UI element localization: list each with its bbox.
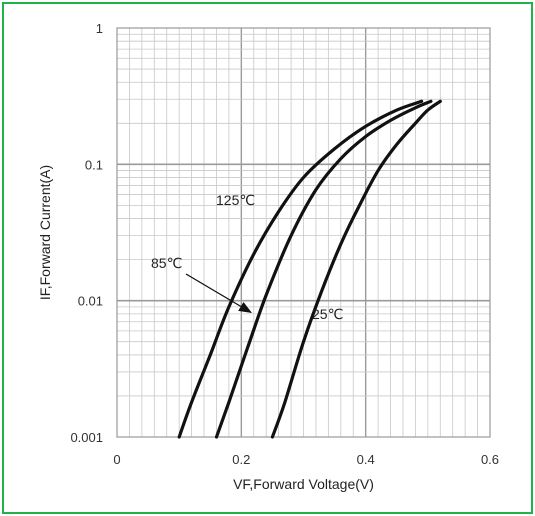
y-axis-label: IF,Forward Current(A) xyxy=(37,165,53,300)
series-annotation-2: 25℃ xyxy=(312,306,343,322)
x-tick-label: 0.2 xyxy=(232,452,250,467)
x-tick-label: 0.6 xyxy=(481,452,499,467)
y-tick-label: 0.1 xyxy=(85,157,103,172)
series-line-0 xyxy=(177,99,424,439)
annotation-arrow xyxy=(185,273,252,314)
series-line-2 xyxy=(270,99,442,439)
x-tick-label: 0.4 xyxy=(357,452,375,467)
y-tick-label: 0.01 xyxy=(78,294,103,309)
tick-labels: 0 0.2 0.4 0.6 0.001 0.01 0.1 1 xyxy=(70,21,499,467)
series-line-1 xyxy=(214,99,433,439)
annotations: 125℃ 85℃ 25℃ xyxy=(151,192,343,322)
plot-area-border xyxy=(116,27,491,438)
data-series xyxy=(177,99,442,439)
y-tick-label: 1 xyxy=(96,21,103,36)
x-axis-label: VF,Forward Voltage(V) xyxy=(233,476,374,492)
grid xyxy=(117,28,490,437)
y-tick-label: 0.001 xyxy=(70,430,103,445)
series-annotation-0: 125℃ xyxy=(216,192,255,208)
series-annotation-1: 85℃ xyxy=(151,255,182,271)
x-tick-label: 0 xyxy=(113,452,120,467)
